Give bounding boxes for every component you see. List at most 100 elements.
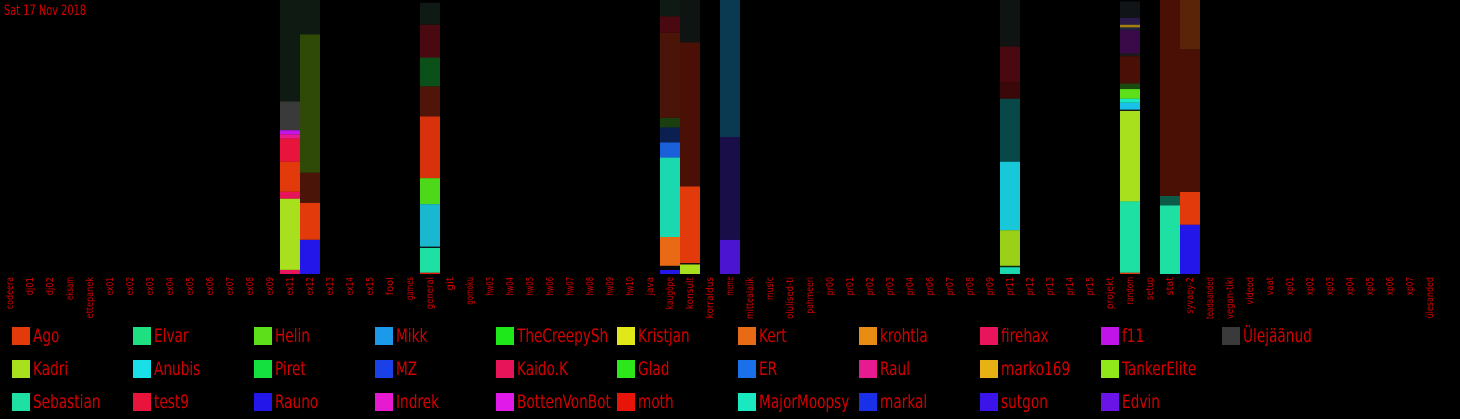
bar-segment bbox=[420, 24, 440, 58]
legend-item: Glad bbox=[617, 358, 743, 380]
legend-swatch bbox=[738, 393, 756, 411]
x-tick-label: vegan-tiki bbox=[1225, 277, 1236, 319]
x-tick-label: ex12 bbox=[305, 277, 316, 295]
x-tick-label: java bbox=[645, 277, 656, 296]
legend-item: Elvar bbox=[133, 325, 259, 347]
x-tick-label: ex08 bbox=[245, 277, 256, 295]
bar-segment bbox=[1000, 82, 1020, 99]
legend-item: MajorMoopsy bbox=[738, 391, 864, 413]
bar-general bbox=[420, 2, 440, 274]
bar-segment bbox=[1000, 161, 1020, 231]
bar-pr11 bbox=[1000, 0, 1020, 274]
x-tick-label: xp04 bbox=[1345, 277, 1356, 295]
legend-swatch bbox=[859, 393, 877, 411]
legend-label: MajorMoopsy bbox=[759, 391, 850, 413]
bar-segment bbox=[1180, 224, 1200, 274]
legend-swatch bbox=[617, 360, 635, 378]
x-tick-label: ex05 bbox=[185, 277, 196, 295]
x-tick-label: hw03 bbox=[485, 277, 496, 295]
legend-swatch bbox=[859, 327, 877, 345]
legend-swatch bbox=[1101, 327, 1119, 345]
legend-item: ER bbox=[738, 358, 864, 380]
legend-swatch bbox=[859, 360, 877, 378]
bar-segment bbox=[1160, 205, 1180, 274]
x-tick-label: games bbox=[405, 277, 416, 300]
bar-segment bbox=[420, 246, 440, 248]
stacked-bar-chart: codeera dj01 dj02 eksam ettepanek ex01 ex02 ex0… bbox=[5, 0, 1436, 319]
legend-item: Ülejäänud bbox=[1222, 325, 1348, 347]
x-tick-label: pr08 bbox=[965, 277, 976, 295]
bar-segment bbox=[280, 138, 300, 162]
legend-swatch bbox=[1101, 360, 1119, 378]
legend-label: Piret bbox=[275, 358, 306, 380]
x-tick-label: gomoku bbox=[465, 277, 476, 305]
bar-segment bbox=[1180, 0, 1200, 50]
x-tick-label: hw07 bbox=[565, 277, 576, 295]
legend-item: Helin bbox=[254, 325, 380, 347]
bar-meme bbox=[720, 0, 740, 274]
bar-segment bbox=[1120, 272, 1140, 274]
legend-swatch bbox=[980, 393, 998, 411]
bar-segment bbox=[1120, 109, 1140, 111]
legend-swatch bbox=[980, 360, 998, 378]
legend-item: Edvin bbox=[1101, 391, 1227, 413]
bar-segment bbox=[420, 57, 440, 87]
bar-segment bbox=[1160, 195, 1180, 206]
legend-swatch bbox=[1222, 327, 1240, 345]
x-tick-label: xp01 bbox=[1285, 277, 1296, 295]
bar-segment bbox=[660, 32, 680, 118]
legend-label: Raul bbox=[880, 358, 911, 380]
x-tick-label: git bbox=[445, 277, 456, 291]
bar-segment bbox=[1120, 110, 1140, 202]
bar-segment bbox=[420, 178, 440, 205]
legend-label: Anubis bbox=[154, 358, 201, 380]
bar-segment bbox=[300, 239, 320, 274]
x-tick-label: pr03 bbox=[885, 277, 896, 295]
legend-item: test9 bbox=[133, 391, 259, 413]
bar-segment bbox=[680, 264, 700, 274]
legend-label: sutgon bbox=[1001, 391, 1048, 413]
legend-label: TankerElite bbox=[1122, 358, 1197, 380]
bar-segment bbox=[1120, 30, 1140, 54]
x-tick-label: pr04 bbox=[905, 277, 916, 295]
bar-segment bbox=[300, 202, 320, 240]
bar-segment bbox=[280, 191, 300, 199]
bar-segment bbox=[420, 116, 440, 179]
bar-segment bbox=[300, 34, 320, 173]
x-tick-label: pr14 bbox=[1065, 277, 1076, 295]
legend-swatch bbox=[617, 327, 635, 345]
bar-segment bbox=[1120, 27, 1140, 31]
x-tick-label: kaugõpe bbox=[665, 277, 676, 309]
legend-item: Kert bbox=[738, 325, 864, 347]
legend-item: Rauno bbox=[254, 391, 380, 413]
x-tick-label: eksam bbox=[65, 277, 76, 300]
x-tick-label: fool bbox=[385, 277, 396, 295]
x-tick-label: hw10 bbox=[625, 277, 636, 295]
legend-item: markal bbox=[859, 391, 985, 413]
bar-segment bbox=[280, 0, 300, 102]
x-tick-label: xp03 bbox=[1325, 277, 1336, 295]
legend-label: TheCreepySh bbox=[517, 325, 609, 347]
x-tick-label: ex03 bbox=[145, 277, 156, 295]
bar-segment bbox=[1120, 17, 1140, 25]
x-tick-label: teadaanded bbox=[1205, 277, 1216, 319]
x-tick-label: ex11 bbox=[285, 277, 296, 295]
bar-konsult bbox=[680, 0, 700, 274]
legend-item: TheCreepySh bbox=[496, 325, 622, 347]
legend-label: Kristjan bbox=[638, 325, 690, 347]
legend-item: moth bbox=[617, 391, 743, 413]
x-tick-label: hw06 bbox=[545, 277, 556, 295]
legend-swatch bbox=[133, 327, 151, 345]
x-tick-label: xp02 bbox=[1305, 277, 1316, 295]
bar-ex12 bbox=[300, 0, 320, 274]
legend-label: krohtla bbox=[880, 325, 928, 347]
bar-random bbox=[1120, 1, 1140, 274]
bar-segment bbox=[660, 117, 680, 128]
legend-swatch bbox=[254, 327, 272, 345]
bar-segment bbox=[660, 127, 680, 143]
legend-swatch bbox=[375, 393, 393, 411]
bar-segment bbox=[660, 157, 680, 238]
bar-kaugõpe bbox=[660, 0, 680, 274]
legend-item: Sebastian bbox=[12, 391, 138, 413]
x-tick-label: setup bbox=[1145, 277, 1156, 300]
